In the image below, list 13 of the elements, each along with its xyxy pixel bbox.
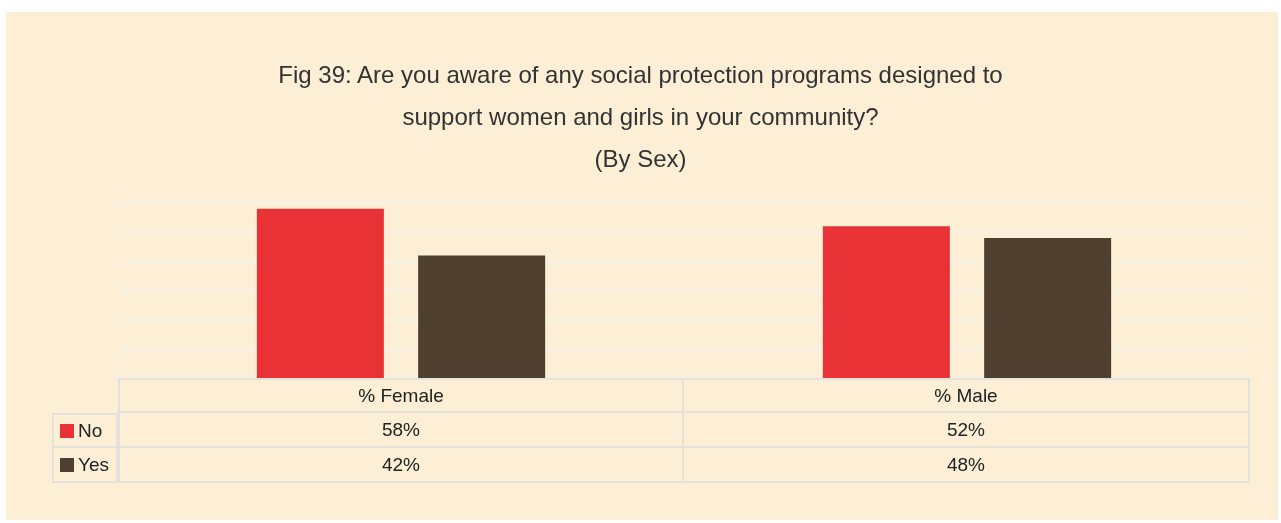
legend-label: No bbox=[78, 419, 103, 442]
bar bbox=[418, 255, 546, 378]
bar bbox=[822, 226, 950, 378]
bar bbox=[984, 238, 1112, 378]
data-label: 52% bbox=[684, 413, 1250, 448]
x-tick-label: % Male bbox=[684, 378, 1250, 413]
chart-title: Fig 39: Are you aware of any social protection programs designed to support women and girls in your community? (By Sex) bbox=[278, 60, 1003, 172]
data-label: 58% bbox=[118, 413, 684, 448]
legend-label: Yes bbox=[78, 453, 109, 476]
data-label: 42% bbox=[118, 448, 684, 483]
x-tick-label: % Female bbox=[118, 378, 684, 413]
data-label: 48% bbox=[684, 448, 1250, 483]
bar bbox=[256, 208, 384, 378]
